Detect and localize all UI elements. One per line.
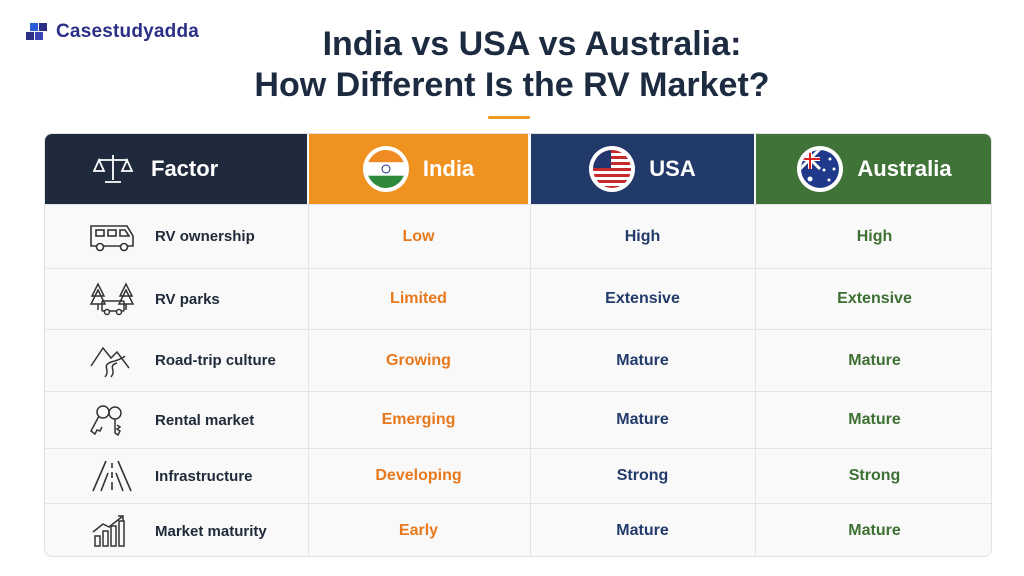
header-india-label: India	[422, 156, 475, 181]
australia-value: High	[856, 227, 893, 245]
table-row: Market maturity Early Mature Mature	[45, 503, 991, 556]
factor-label: RV ownership	[155, 228, 255, 245]
factor-label: Market maturity	[155, 522, 267, 540]
rv-icon	[89, 220, 135, 254]
india-value: Growing	[386, 351, 451, 369]
table-row: RV parks Limited Extensive Extensive	[45, 268, 991, 329]
header-usa-label: USA	[649, 156, 696, 181]
factor-label: Road-trip culture	[155, 352, 276, 369]
australia-value: Strong	[848, 467, 901, 484]
title-line-1: India vs USA vs Australia:	[322, 25, 742, 63]
rv-park-icon	[89, 282, 135, 316]
header-factor: Factor	[45, 134, 307, 204]
growth-chart-icon	[89, 514, 135, 548]
factor-cell: RV ownership	[45, 205, 307, 268]
usa-value: Mature	[616, 411, 669, 428]
keys-icon	[89, 403, 135, 437]
title-line-2: How Different Is the RV Market?	[254, 66, 770, 104]
australia-value: Mature	[848, 411, 901, 428]
brand-name: Casestudyadda	[56, 21, 200, 42]
factor-label: Rental market	[155, 411, 255, 429]
india-value: Early	[398, 522, 439, 539]
india-value: Emerging	[381, 411, 456, 428]
india-value: Limited	[390, 290, 447, 307]
header-usa: USA	[531, 134, 754, 204]
header-australia: Australia	[756, 134, 991, 204]
brand-logo: Casestudyadda	[24, 20, 199, 44]
header-factor-label: Factor	[151, 156, 219, 181]
table-row: Infrastructure Developing Strong Strong	[45, 448, 991, 503]
australia-value: Extensive	[837, 290, 912, 307]
table-row: Road-trip culture Growing Mature Mature	[45, 329, 991, 391]
factor-label: Infrastructure	[155, 467, 253, 485]
india-flag-icon	[362, 146, 409, 192]
page-title: India vs USA vs Australia: How Different…	[0, 24, 1024, 106]
factor-cell: Rental market	[45, 392, 307, 448]
factor-cell: Infrastructure	[45, 449, 307, 503]
factor-cell: RV parks	[45, 269, 307, 329]
highway-icon	[89, 459, 135, 493]
factor-label: RV parks	[155, 290, 220, 308]
column-divider	[530, 204, 531, 556]
column-divider	[308, 204, 309, 556]
header-australia-label: Australia	[857, 156, 952, 181]
india-value: Developing	[375, 467, 462, 484]
factor-cell: Road-trip culture	[45, 330, 307, 391]
australia-flag-icon	[797, 146, 844, 192]
comparison-table: Factor India	[44, 133, 992, 557]
australia-value: Mature	[848, 522, 901, 539]
usa-value: Mature	[616, 351, 669, 369]
cubes-logo-icon	[26, 23, 47, 40]
usa-value: Strong	[616, 467, 669, 484]
table-row: Rental market Emerging Mature Mature	[45, 391, 991, 448]
title-underline	[488, 116, 530, 119]
usa-value: Mature	[616, 522, 669, 539]
india-value: Low	[402, 227, 435, 245]
table-row: RV ownership Low High High	[45, 204, 991, 268]
usa-value: Extensive	[605, 290, 680, 307]
scales-icon	[93, 155, 133, 183]
mountain-road-icon	[89, 344, 135, 378]
usa-flag-icon	[589, 146, 636, 192]
header-india: India	[309, 134, 528, 204]
column-divider	[755, 204, 756, 556]
australia-value: Mature	[848, 351, 901, 369]
factor-cell: Market maturity	[45, 504, 307, 556]
usa-value: High	[624, 227, 661, 245]
